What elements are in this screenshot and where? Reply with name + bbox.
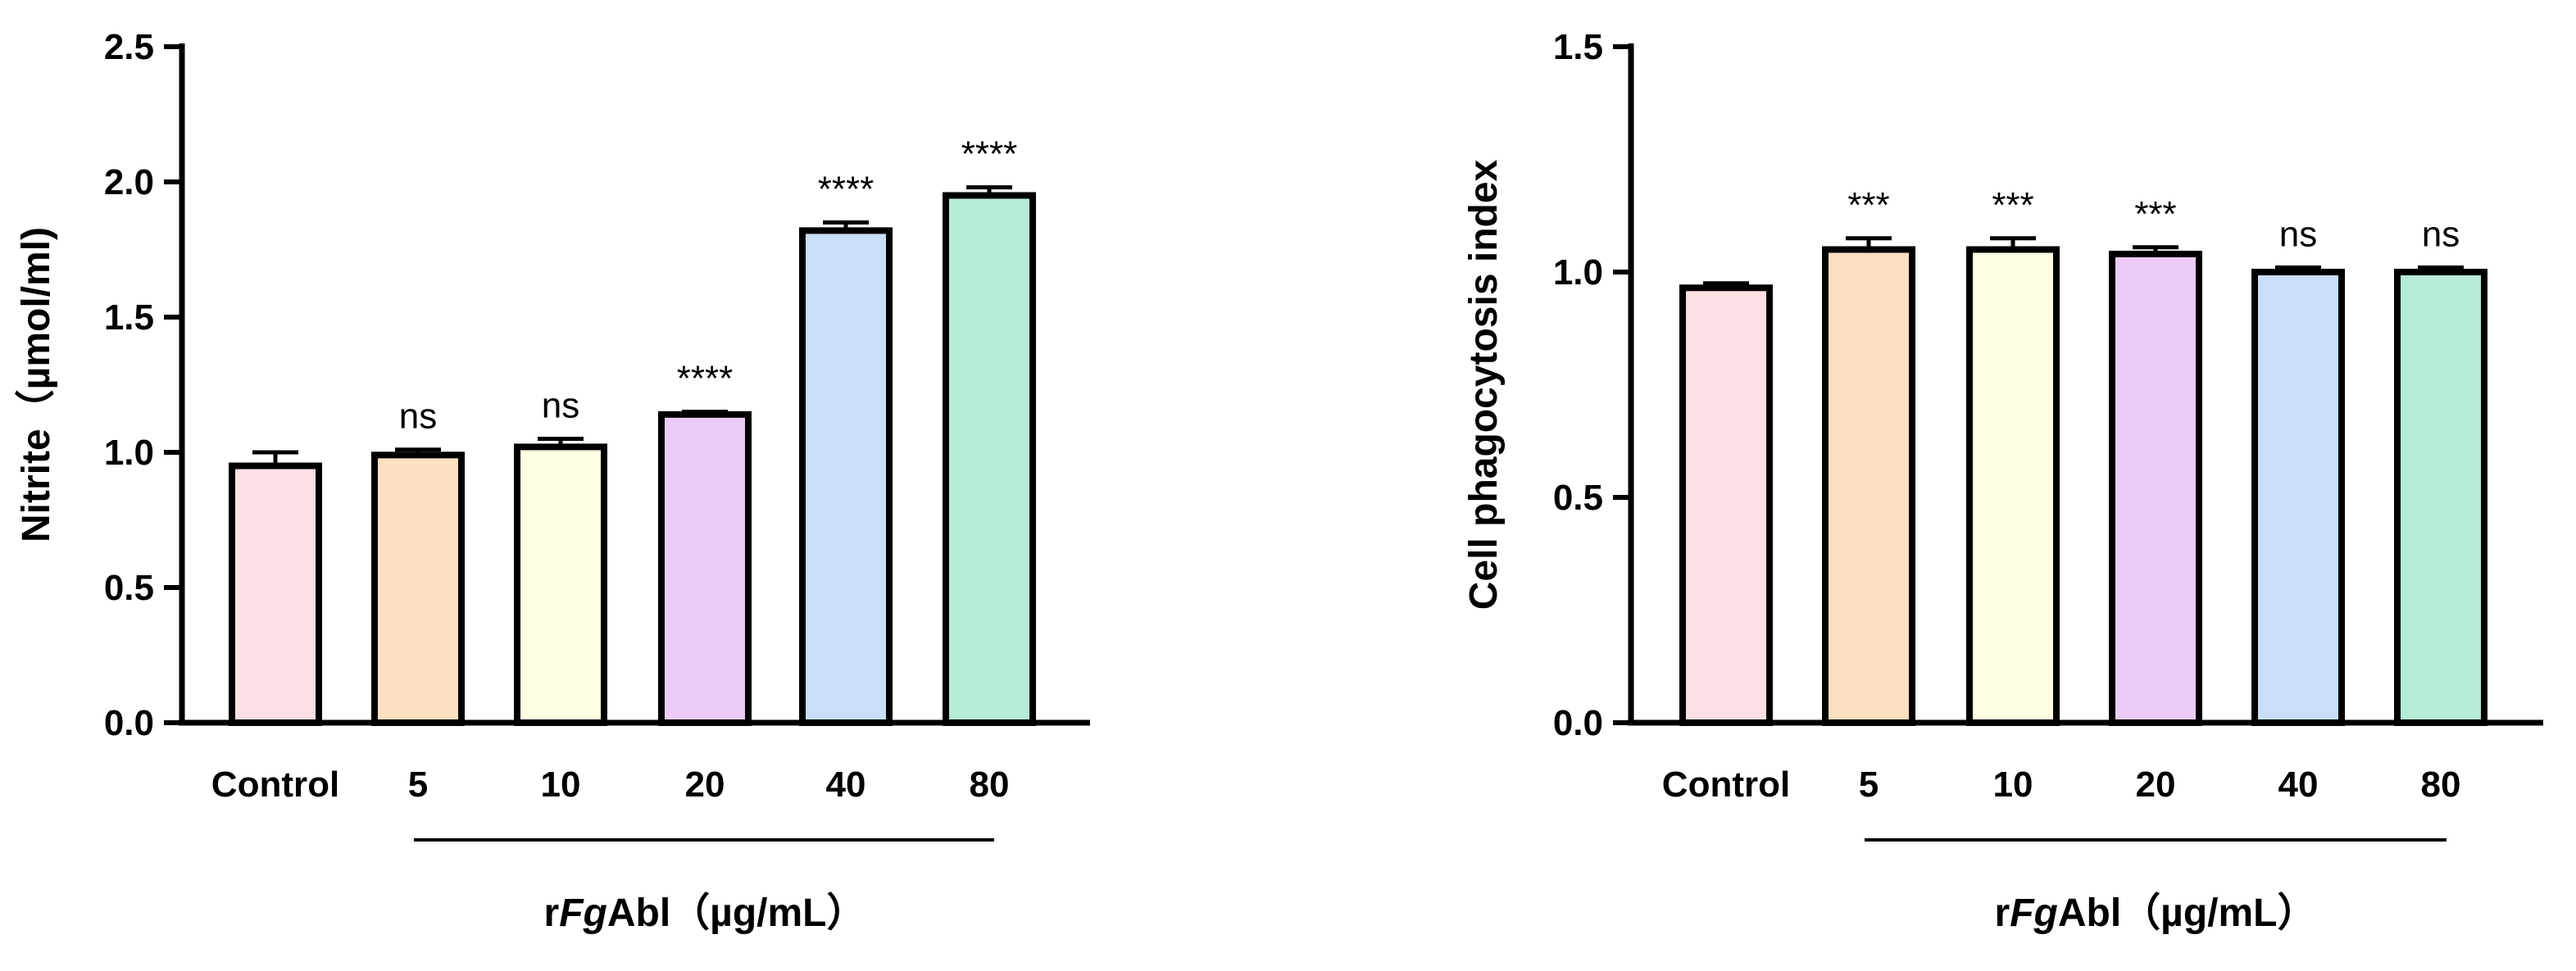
x-tick-label: 80 xyxy=(970,765,1010,805)
bar-group: **** xyxy=(943,134,1036,726)
y-tick-label: 2.5 xyxy=(104,27,154,67)
x-tick-label: 20 xyxy=(685,765,725,805)
significance-label: *** xyxy=(2134,194,2176,234)
bar xyxy=(2394,269,2487,726)
chart-2: *** *** *** ns ns 0.0 0.5 1.0 1.5 Control 5 10 20 40 8… xyxy=(1462,27,2543,935)
significance-label: ns xyxy=(542,386,579,426)
y-tick-label: 2.0 xyxy=(104,162,154,202)
bar-group: ns xyxy=(2251,215,2345,726)
x-tick-label: 5 xyxy=(1859,765,1879,805)
bar-group xyxy=(229,450,322,726)
y-tick-label: 1.5 xyxy=(104,297,154,338)
significance-label: **** xyxy=(961,134,1018,175)
bar-group: ns xyxy=(2394,215,2487,726)
y-axis-title: Nitrite（µmol/ml) xyxy=(15,227,58,542)
bar xyxy=(1822,246,1915,726)
significance-label: *** xyxy=(1992,185,2033,225)
x-axis-title-prefix: r xyxy=(1995,892,2010,935)
bar-group: ns xyxy=(514,386,607,727)
bar-group: *** xyxy=(2109,194,2202,726)
bar-group xyxy=(1679,281,1773,726)
bar xyxy=(371,451,465,726)
y-tick-label: 1.5 xyxy=(1553,27,1603,67)
y-tick-label: 1.0 xyxy=(1553,252,1603,293)
chart-1: ns ns **** **** **** 0.0 0.5 1.0 1.5 2.0 2.5 Contro… xyxy=(15,27,1090,935)
x-tick-label: 10 xyxy=(541,765,581,805)
significance-label: ns xyxy=(2279,215,2317,255)
y-tick-label: 0.0 xyxy=(104,703,154,743)
x-axis-title-prefix: r xyxy=(544,892,560,935)
bar-group: *** xyxy=(1822,185,1915,726)
x-axis-title: rFgAbl（µg/mL） xyxy=(544,892,866,935)
bar xyxy=(658,411,752,726)
significance-label: **** xyxy=(677,359,734,399)
bar xyxy=(514,443,607,727)
bar xyxy=(943,192,1036,726)
bar xyxy=(229,462,322,726)
x-tick-label: 80 xyxy=(2421,765,2461,805)
bar-group: ns xyxy=(371,397,465,726)
bar xyxy=(1679,284,1773,726)
bar xyxy=(799,227,893,726)
x-tick-label: 10 xyxy=(1993,765,2033,805)
y-tick-label: 0.5 xyxy=(1553,478,1603,518)
x-axis-title-suffix: Abl（µg/mL） xyxy=(607,892,866,935)
x-tick-label: 5 xyxy=(408,765,428,805)
y-tick-label: 1.0 xyxy=(104,433,154,473)
x-tick-label: 40 xyxy=(2278,765,2319,805)
y-tick-label: 0.0 xyxy=(1553,703,1603,743)
x-tick-label: Control xyxy=(211,765,339,805)
x-axis-title-suffix: Abl（µg/mL） xyxy=(2058,892,2317,935)
bar xyxy=(2109,251,2202,726)
x-tick-label: Control xyxy=(1662,765,1790,805)
bar xyxy=(2251,269,2345,726)
significance-label: **** xyxy=(818,170,875,210)
bar-group: **** xyxy=(799,170,893,726)
x-axis-title-italic: Fg xyxy=(559,892,607,935)
y-tick-label: 0.5 xyxy=(104,568,154,608)
x-tick-label: 20 xyxy=(2136,765,2176,805)
bar-group: *** xyxy=(1966,185,2060,726)
bar xyxy=(1966,246,2060,726)
significance-label: ns xyxy=(2422,215,2460,255)
significance-label: ns xyxy=(399,397,437,437)
bar-group: **** xyxy=(658,359,752,726)
x-tick-label: 40 xyxy=(826,765,866,805)
y-axis-title: Cell phagocytosis index xyxy=(1462,159,1506,610)
x-axis-title-italic: Fg xyxy=(2010,892,2058,935)
significance-label: *** xyxy=(1847,185,1889,225)
x-axis-title: rFgAbl（µg/mL） xyxy=(1995,892,2317,935)
